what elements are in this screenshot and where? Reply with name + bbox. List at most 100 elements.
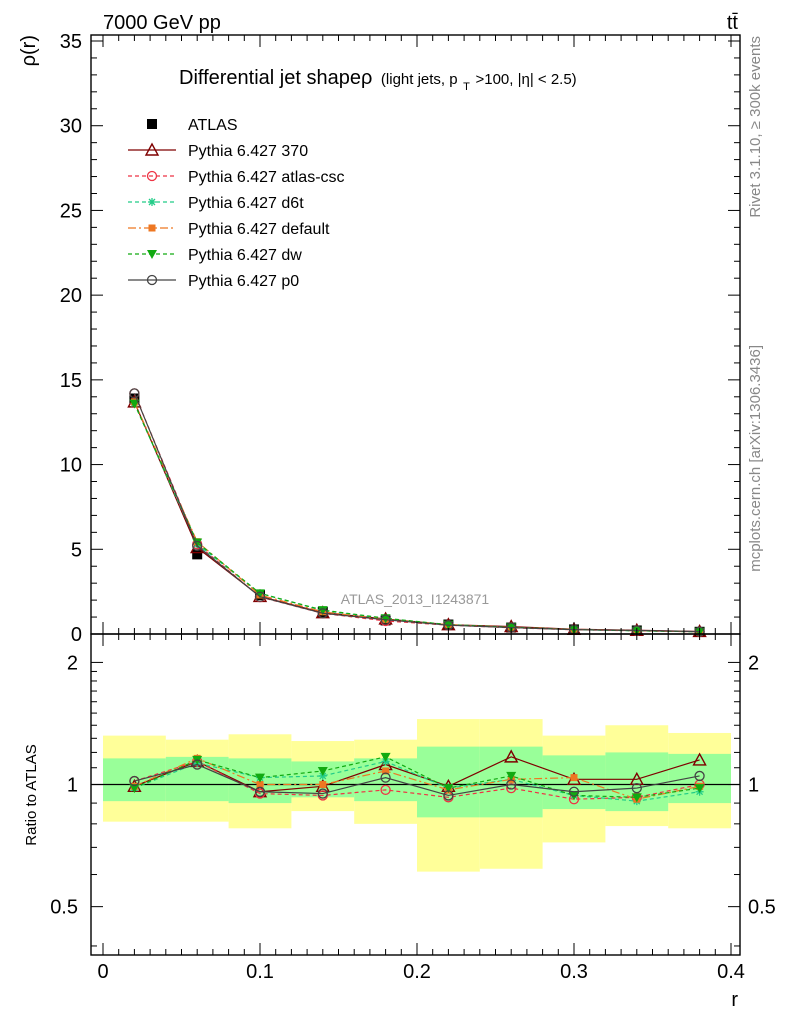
ratio-point-4-8 xyxy=(631,793,642,803)
ratio-point-3-7 xyxy=(570,774,578,782)
x-tick-label: 0 xyxy=(97,961,108,983)
ratio-y-tick-label: 0.5 xyxy=(50,897,78,919)
ratio-point-5-5 xyxy=(443,790,454,801)
ratio-point-5-2 xyxy=(254,786,266,797)
legend-entry-1: Pythia 6.427 370 xyxy=(128,142,308,160)
ratio-point-3-3 xyxy=(319,781,327,789)
header-energy-label: 7000 GeV pp xyxy=(103,12,221,34)
title-main: Differential jet shapeρ xyxy=(179,67,372,89)
ratio-point-4-0 xyxy=(129,784,140,794)
ratio-line-5 xyxy=(134,763,700,797)
ratio-point-1-4 xyxy=(380,784,391,796)
title-sub-subscript: T xyxy=(463,81,470,93)
title-sub-a: (light jets, p xyxy=(381,71,458,88)
ratio-point-4-9 xyxy=(694,784,705,794)
ratio-point-3-4 xyxy=(382,767,390,775)
ratio-point-5-3 xyxy=(317,788,328,799)
y-tick-label: 35 xyxy=(60,31,82,53)
x-tick-label: 0.4 xyxy=(717,961,745,983)
main-point-5-0 xyxy=(129,399,140,409)
ratio-y-tick-label-right: 1 xyxy=(748,775,759,797)
ratio-point-5-0 xyxy=(129,775,140,787)
ratio-point-4-3 xyxy=(317,766,328,776)
ratio-y-tick-label: 2 xyxy=(67,652,78,674)
legend-marker-5 xyxy=(147,250,157,259)
main-point-6-2 xyxy=(254,591,266,602)
legend-marker-1 xyxy=(144,142,160,156)
ratio-point-0-6 xyxy=(504,749,519,763)
x-tick-label: 0.2 xyxy=(403,961,431,983)
ratio-point-1-6 xyxy=(506,782,517,794)
main-ylabel: ρ(r) xyxy=(18,35,40,66)
title-sub-b: >100, |η| < 2.5) xyxy=(475,71,576,88)
ratio-point-5-9 xyxy=(694,770,705,782)
y-tick-label: 10 xyxy=(60,455,82,477)
ratio-series-4 xyxy=(129,752,705,803)
analysis-watermark: ATLAS_2013_I1243871 xyxy=(341,591,490,607)
band-inner-5 xyxy=(417,746,480,818)
x-tick-label: 0.3 xyxy=(560,961,588,983)
ratio-line-2 xyxy=(134,760,700,802)
ratio-point-4-4 xyxy=(380,752,391,762)
ratio-point-3-2 xyxy=(256,781,264,789)
rivet-version-text: Rivet 3.1.10, ≥ 300k events xyxy=(747,36,764,218)
ratio-y-tick-label-right: 0.5 xyxy=(748,897,776,919)
main-point-5-2 xyxy=(255,589,265,599)
legend-label-4: Pythia 6.427 default xyxy=(188,221,330,238)
ratio-point-5-8 xyxy=(631,782,642,794)
legend-entry-3: Pythia 6.427 d6t xyxy=(128,195,304,212)
ratio-y-tick-label-right: 2 xyxy=(748,652,759,674)
ratio-line-0 xyxy=(134,756,700,793)
ratio-point-5-4 xyxy=(380,772,391,783)
ratio-point-5-1 xyxy=(192,759,203,770)
ratio-point-0-9 xyxy=(692,752,707,766)
legend-marker-4 xyxy=(148,224,156,232)
legend-entry-2: Pythia 6.427 atlas-csc xyxy=(128,169,345,186)
legend-label-0: ATLAS xyxy=(188,117,238,134)
main-point-6-1 xyxy=(192,540,203,552)
main-point-6-4 xyxy=(380,614,391,625)
legend-marker-2 xyxy=(146,170,158,182)
legend-entry-4: Pythia 6.427 default xyxy=(128,221,330,238)
ratio-point-5-7 xyxy=(568,786,580,797)
main-point-6-3 xyxy=(317,608,328,619)
y-tick-label: 20 xyxy=(60,285,82,307)
main-panel: 0 5 10 15 20 25 30 35 xyxy=(60,31,741,646)
y-tick-label: 30 xyxy=(60,116,82,138)
legend-entry-6: Pythia 6.427 p0 xyxy=(128,273,299,290)
y-tick-label: 25 xyxy=(60,200,82,222)
main-point-0-1 xyxy=(192,549,203,560)
band-inner-7 xyxy=(542,755,606,810)
legend-label-2: Pythia 6.427 atlas-csc xyxy=(188,169,345,186)
main-point-5-3 xyxy=(317,606,328,616)
legend-label-3: Pythia 6.427 d6t xyxy=(188,195,304,212)
y-tick-label: 15 xyxy=(60,370,82,392)
ratio-ylabel: Ratio to ATLAS xyxy=(23,744,40,845)
ratio-point-5-6 xyxy=(506,779,517,790)
legend-marker-6 xyxy=(146,274,158,286)
legend-marker-3 xyxy=(148,198,156,206)
ratio-series-5 xyxy=(129,759,705,801)
legend: ATLAS Pythia 6.427 370 Pythia 6.427 atlas-… xyxy=(128,117,345,290)
legend-label-1: Pythia 6.427 370 xyxy=(188,143,308,160)
y-tick-label: 0 xyxy=(71,624,82,646)
legend-label-6: Pythia 6.427 p0 xyxy=(188,273,299,290)
header-process-label: tt̄ xyxy=(727,12,739,34)
ratio-point-4-2 xyxy=(255,773,265,783)
y-tick-label: 5 xyxy=(71,539,82,561)
ratio-point-4-5 xyxy=(443,784,454,794)
main-point-6-0 xyxy=(129,388,140,399)
ratio-line-3 xyxy=(134,757,700,800)
ratio-point-0-8 xyxy=(629,771,644,786)
x-tick-label: 0.1 xyxy=(246,961,274,983)
legend-entry-5: Pythia 6.427 dw xyxy=(128,247,302,264)
ratio-frame xyxy=(90,633,741,956)
ratio-xlabel: r xyxy=(731,989,738,1011)
legend-entry-0: ATLAS xyxy=(147,117,238,134)
ratio-panel: 0 0.1 0.2 0.3 0.4 0.5 0.5 1 1 2 2 xyxy=(50,633,776,983)
legend-marker-0 xyxy=(147,119,157,129)
mcplots-text: mcplots.cern.ch [arXiv:1306.3436] xyxy=(747,345,764,572)
ratio-y-tick-label: 1 xyxy=(67,775,78,797)
ratio-point-4-6 xyxy=(506,771,517,781)
